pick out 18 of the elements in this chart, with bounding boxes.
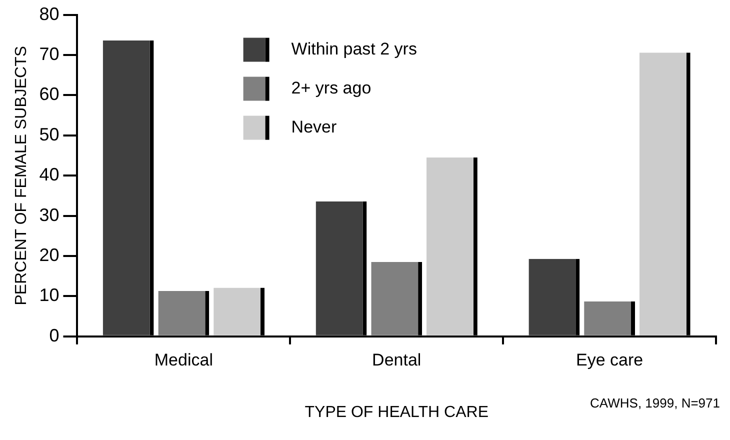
y-tick-label: 60 (39, 84, 60, 104)
legend-label: Never (291, 117, 337, 136)
x-tick-label: Medical (154, 350, 213, 370)
y-tick-label: 20 (39, 244, 60, 265)
y-tick-label: 0 (49, 325, 60, 346)
y-tick-label: 80 (39, 4, 60, 24)
y-tick-label: 30 (39, 204, 60, 225)
legend-label: Within past 2 yrs (291, 39, 417, 58)
x-axis-title: TYPE OF HEALTH CARE (304, 404, 488, 421)
x-tick-label: Dental (372, 350, 422, 370)
text: CAWHS, 1999, N=971 (590, 396, 720, 411)
legend-label: 2+ yrs ago (291, 78, 372, 98)
y-tick-label: 50 (39, 124, 60, 144)
y-tick-label: 10 (39, 285, 60, 306)
y-tick-label: 40 (39, 164, 60, 185)
y-tick-label: 70 (39, 44, 60, 64)
y-axis-title: PERCENT OF FEMALE SUBJECTS (13, 46, 30, 306)
x-tick-label: Eye care (576, 350, 644, 370)
